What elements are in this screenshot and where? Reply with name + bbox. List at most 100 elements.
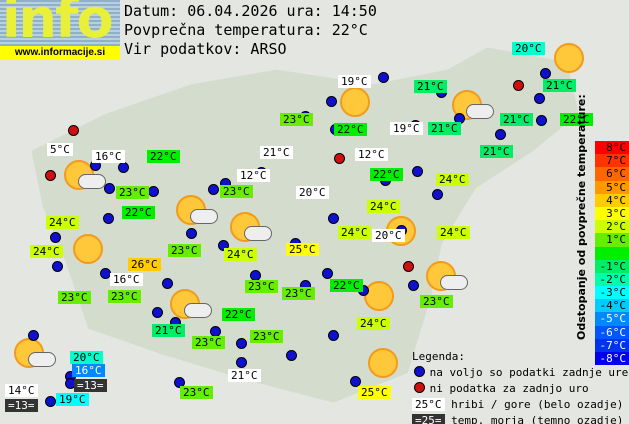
- scale-step: [595, 246, 629, 260]
- scale-step: 6°C: [595, 167, 629, 181]
- station-dot-available[interactable]: [322, 268, 333, 279]
- station-dot-available[interactable]: [218, 240, 229, 251]
- deviation-scale: 8°C 7°C 6°C 5°C 4°C 3°C 2°C 1°C -1°C -2°C -3°C -4°C…: [595, 141, 629, 366]
- legend-title: Legenda:: [412, 350, 465, 363]
- station-temperature: 19°C: [390, 122, 423, 135]
- sun-icon: [73, 234, 103, 264]
- station-temperature: 22°C: [370, 168, 403, 181]
- station-dot-available[interactable]: [534, 93, 545, 104]
- scale-step: 2°C: [595, 220, 629, 234]
- station-dot-available[interactable]: [50, 232, 61, 243]
- station-temperature: 23°C: [192, 336, 225, 349]
- scale-step: 4°C: [595, 193, 629, 207]
- station-dot-available[interactable]: [408, 280, 419, 291]
- station-dot-available[interactable]: [45, 396, 56, 407]
- station-dot-available[interactable]: [52, 261, 63, 272]
- sun-icon: [368, 348, 398, 378]
- sun-icon: [340, 87, 370, 117]
- station-temperature: 24°C: [30, 245, 63, 258]
- station-dot-available[interactable]: [326, 96, 337, 107]
- legend-blue: na voljo so podatki zadnje ure: [429, 366, 629, 379]
- station-temperature: 20°C: [296, 186, 329, 199]
- cloud-icon: [184, 303, 212, 318]
- scale-step: 3°C: [595, 206, 629, 221]
- scale-step: -3°C: [595, 286, 629, 300]
- station-dot-available[interactable]: [148, 186, 159, 197]
- station-temperature: 21°C: [480, 145, 513, 158]
- station-temperature: 21°C: [260, 146, 293, 159]
- scale-step: -5°C: [595, 312, 629, 326]
- station-temperature: 22°C: [334, 123, 367, 136]
- station-temperature: 5°C: [47, 143, 73, 156]
- station-temperature: =13=: [5, 399, 38, 412]
- station-dot-available[interactable]: [174, 377, 185, 388]
- station-dot-available[interactable]: [236, 338, 247, 349]
- station-dot-missing[interactable]: [513, 80, 524, 91]
- station-dot-available[interactable]: [378, 72, 389, 83]
- station-dot-available[interactable]: [152, 307, 163, 318]
- station-dot-available[interactable]: [104, 183, 115, 194]
- station-dot-available[interactable]: [540, 68, 551, 79]
- logo[interactable]: info www.informacije.si: [0, 0, 120, 60]
- scale-title: Odstopanje od povprečne temperature:: [575, 94, 588, 340]
- station-dot-available[interactable]: [236, 357, 247, 368]
- station-temperature: 23°C: [282, 287, 315, 300]
- scale-step: 5°C: [595, 180, 629, 194]
- station-temperature: 23°C: [245, 280, 278, 293]
- station-dot-missing[interactable]: [45, 170, 56, 181]
- scale-step: -7°C: [595, 338, 629, 352]
- cloud-icon: [28, 352, 56, 367]
- station-dot-missing[interactable]: [334, 153, 345, 164]
- station-temperature: 23°C: [180, 386, 213, 399]
- station-temperature: 12°C: [237, 169, 270, 182]
- station-dot-available[interactable]: [286, 350, 297, 361]
- blue-dot-icon: [414, 366, 425, 377]
- station-temperature: 21°C: [414, 80, 447, 93]
- station-temperature: 24°C: [357, 317, 390, 330]
- sun-icon: [554, 43, 584, 73]
- legend: Legenda: na voljo so podatki zadnje ure …: [412, 349, 628, 424]
- station-temperature: 23°C: [220, 185, 253, 198]
- station-temperature: 24°C: [46, 216, 79, 229]
- station-dot-available[interactable]: [412, 166, 423, 177]
- legend-hill: hribi / gore (belo ozadje): [451, 398, 624, 411]
- logo-url[interactable]: www.informacije.si: [0, 46, 120, 60]
- station-dot-available[interactable]: [186, 228, 197, 239]
- scale-step: 1°C: [595, 233, 629, 247]
- station-temperature: 23°C: [168, 244, 201, 257]
- station-dot-available[interactable]: [103, 213, 114, 224]
- station-temperature: 24°C: [436, 173, 469, 186]
- station-temperature: 21°C: [228, 369, 261, 382]
- station-dot-available[interactable]: [350, 376, 361, 387]
- station-dot-available[interactable]: [495, 129, 506, 140]
- station-dot-available[interactable]: [28, 330, 39, 341]
- legend-red: ni podatka za zadnjo uro: [429, 382, 589, 395]
- station-temperature: 24°C: [224, 248, 257, 261]
- station-dot-available[interactable]: [208, 184, 219, 195]
- station-temperature: 24°C: [367, 200, 400, 213]
- station-temperature: 23°C: [108, 290, 141, 303]
- station-dot-available[interactable]: [536, 115, 547, 126]
- station-temperature: 25°C: [286, 243, 319, 256]
- station-dot-missing[interactable]: [68, 125, 79, 136]
- station-dot-available[interactable]: [118, 162, 129, 173]
- scale-step: 7°C: [595, 154, 629, 168]
- station-temperature: 26°C: [128, 258, 161, 271]
- station-temperature: 21°C: [428, 122, 461, 135]
- scale-step: -2°C: [595, 272, 629, 287]
- station-dot-available[interactable]: [432, 189, 443, 200]
- station-temperature: 20°C: [372, 229, 405, 242]
- station-temperature: 24°C: [437, 226, 470, 239]
- station-dot-available[interactable]: [328, 213, 339, 224]
- station-temperature: 23°C: [58, 291, 91, 304]
- station-temperature: 23°C: [420, 295, 453, 308]
- station-temperature: 23°C: [116, 186, 149, 199]
- cloud-icon: [440, 275, 468, 290]
- station-temperature: 16°C: [72, 364, 105, 377]
- station-dot-missing[interactable]: [403, 261, 414, 272]
- station-temperature: 19°C: [56, 393, 89, 406]
- station-dot-available[interactable]: [328, 330, 339, 341]
- scale-step: -1°C: [595, 259, 629, 273]
- station-dot-available[interactable]: [162, 278, 173, 289]
